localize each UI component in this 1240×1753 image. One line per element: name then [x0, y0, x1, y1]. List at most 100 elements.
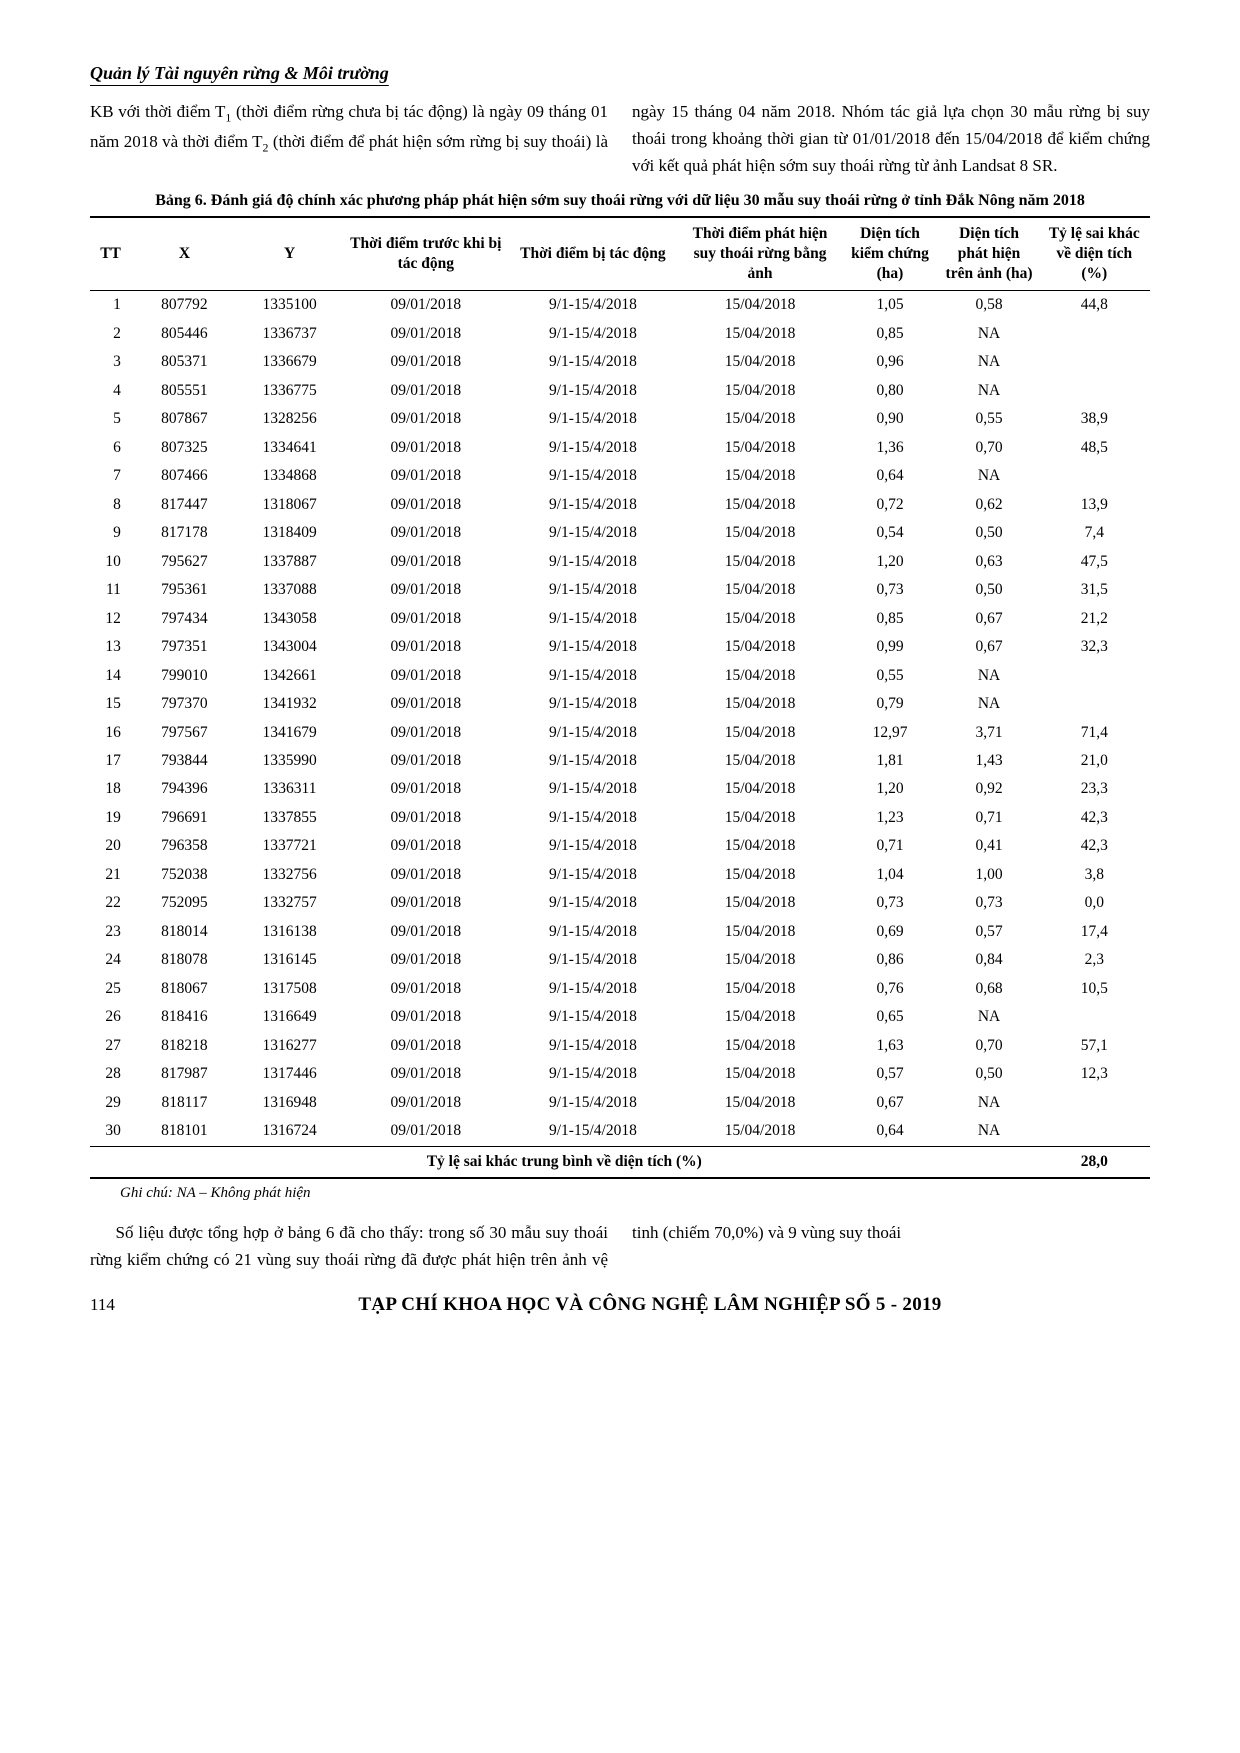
cell: NA — [940, 320, 1039, 348]
cell: 15/04/2018 — [680, 1060, 841, 1088]
cell: 15/04/2018 — [680, 889, 841, 917]
cell — [1039, 320, 1150, 348]
cell: 09/01/2018 — [345, 690, 506, 718]
page-header: Quản lý Tài nguyên rừng & Môi trường — [90, 60, 1150, 86]
cell: 1334641 — [234, 434, 345, 462]
cell: NA — [940, 690, 1039, 718]
cell: 807792 — [135, 291, 234, 320]
table-row: 11795361133708809/01/20189/1-15/4/201815… — [90, 576, 1150, 604]
cell: 28 — [90, 1060, 135, 1088]
cell — [1039, 690, 1150, 718]
cell: 19 — [90, 804, 135, 832]
cell: 1334868 — [234, 462, 345, 490]
cell: 1337887 — [234, 548, 345, 576]
cell: 1,63 — [840, 1032, 939, 1060]
cell: 09/01/2018 — [345, 719, 506, 747]
cell: 9/1-15/4/2018 — [506, 348, 679, 376]
cell: 795627 — [135, 548, 234, 576]
cell: 18 — [90, 775, 135, 803]
cell: 15/04/2018 — [680, 804, 841, 832]
cell: 9/1-15/4/2018 — [506, 519, 679, 547]
cell: 25 — [90, 975, 135, 1003]
cell: 09/01/2018 — [345, 576, 506, 604]
cell: 818117 — [135, 1089, 234, 1117]
table-row: 12797434134305809/01/20189/1-15/4/201815… — [90, 605, 1150, 633]
cell: 1317508 — [234, 975, 345, 1003]
cell: 09/01/2018 — [345, 1003, 506, 1031]
cell: 9/1-15/4/2018 — [506, 946, 679, 974]
cell: NA — [940, 1003, 1039, 1031]
cell — [1039, 377, 1150, 405]
cell: 0,71 — [840, 832, 939, 860]
cell: 805446 — [135, 320, 234, 348]
cell: 15/04/2018 — [680, 462, 841, 490]
cell: 9/1-15/4/2018 — [506, 434, 679, 462]
cell: 15/04/2018 — [680, 690, 841, 718]
table-row: 4805551133677509/01/20189/1-15/4/201815/… — [90, 377, 1150, 405]
cell: 6 — [90, 434, 135, 462]
cell: 818078 — [135, 946, 234, 974]
cell: 09/01/2018 — [345, 633, 506, 661]
cell: 7,4 — [1039, 519, 1150, 547]
cell: 0,67 — [940, 633, 1039, 661]
header-row: TT X Y Thời điểm trước khi bị tác động T… — [90, 217, 1150, 291]
cell: 9/1-15/4/2018 — [506, 775, 679, 803]
cell: NA — [940, 1089, 1039, 1117]
cell: 15/04/2018 — [680, 377, 841, 405]
cell: 1336737 — [234, 320, 345, 348]
cell: 32,3 — [1039, 633, 1150, 661]
cell: 0,64 — [840, 1117, 939, 1146]
cell: 1336775 — [234, 377, 345, 405]
col-a1: Diện tích kiểm chứng (ha) — [840, 217, 939, 291]
cell: 9/1-15/4/2018 — [506, 690, 679, 718]
outro-block: Số liệu được tổng hợp ở bảng 6 đã cho th… — [90, 1219, 1150, 1273]
table-row: 14799010134266109/01/20189/1-15/4/201815… — [90, 662, 1150, 690]
cell: 0,99 — [840, 633, 939, 661]
cell: 818101 — [135, 1117, 234, 1146]
cell: 15/04/2018 — [680, 747, 841, 775]
cell: 10 — [90, 548, 135, 576]
summary-value: 28,0 — [1039, 1146, 1150, 1178]
cell: 9/1-15/4/2018 — [506, 1060, 679, 1088]
cell: 42,3 — [1039, 832, 1150, 860]
table-row: 13797351134300409/01/20189/1-15/4/201815… — [90, 633, 1150, 661]
cell: 21,0 — [1039, 747, 1150, 775]
cell: 1332757 — [234, 889, 345, 917]
cell: 20 — [90, 832, 135, 860]
cell: 09/01/2018 — [345, 605, 506, 633]
cell: 1336311 — [234, 775, 345, 803]
cell: 0,67 — [840, 1089, 939, 1117]
cell: 09/01/2018 — [345, 662, 506, 690]
cell: 1,43 — [940, 747, 1039, 775]
cell: 9/1-15/4/2018 — [506, 633, 679, 661]
cell: 42,3 — [1039, 804, 1150, 832]
cell: 818067 — [135, 975, 234, 1003]
col-pct: Tỷ lệ sai khác về diện tích (%) — [1039, 217, 1150, 291]
table-row: 18794396133631109/01/20189/1-15/4/201815… — [90, 775, 1150, 803]
cell: 0,73 — [840, 576, 939, 604]
cell: 0,63 — [940, 548, 1039, 576]
cell: 31,5 — [1039, 576, 1150, 604]
cell: 793844 — [135, 747, 234, 775]
cell: 9/1-15/4/2018 — [506, 491, 679, 519]
cell: 26 — [90, 1003, 135, 1031]
cell: 12,97 — [840, 719, 939, 747]
cell: 0,85 — [840, 605, 939, 633]
cell: 1341679 — [234, 719, 345, 747]
cell: 0,70 — [940, 434, 1039, 462]
cell: 38,9 — [1039, 405, 1150, 433]
cell: 1343058 — [234, 605, 345, 633]
cell: 9/1-15/4/2018 — [506, 975, 679, 1003]
cell: 1316724 — [234, 1117, 345, 1146]
cell: 15/04/2018 — [680, 946, 841, 974]
cell: 9/1-15/4/2018 — [506, 548, 679, 576]
cell: 23,3 — [1039, 775, 1150, 803]
cell: NA — [940, 462, 1039, 490]
cell: 4 — [90, 377, 135, 405]
cell: 9/1-15/4/2018 — [506, 1117, 679, 1146]
summary-row: Tỷ lệ sai khác trung bình về diện tích (… — [90, 1146, 1150, 1178]
cell: 09/01/2018 — [345, 1060, 506, 1088]
col-a2: Diện tích phát hiện trên ảnh (ha) — [940, 217, 1039, 291]
cell: 3 — [90, 348, 135, 376]
table-row: 1807792133510009/01/20189/1-15/4/201815/… — [90, 291, 1150, 320]
